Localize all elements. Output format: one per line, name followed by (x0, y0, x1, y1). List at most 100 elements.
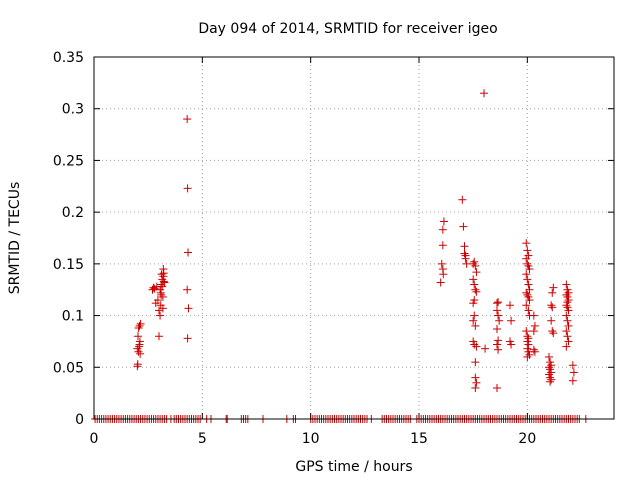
data-point (480, 89, 488, 98)
data-point (471, 285, 480, 294)
x-tick-label: 20 (518, 431, 536, 447)
data-point (149, 283, 158, 292)
data-point (548, 303, 557, 312)
data-point (524, 340, 533, 349)
data-point (493, 383, 501, 392)
data-point (523, 259, 532, 268)
data-point (563, 332, 572, 341)
data-point (563, 298, 572, 307)
data-point (494, 336, 503, 345)
data-point (524, 306, 533, 315)
data-point (437, 259, 446, 268)
data-point (481, 344, 490, 353)
data-point (529, 327, 538, 336)
data-point (460, 242, 469, 251)
y-tick-label: 0.1 (62, 309, 84, 325)
data-point (493, 325, 501, 334)
data-point (530, 347, 539, 356)
data-point (471, 383, 480, 392)
data-point (523, 290, 532, 299)
data-point (529, 345, 538, 354)
data-point (529, 311, 538, 320)
data-point (522, 327, 531, 336)
data-point (470, 280, 479, 289)
data-point (183, 334, 192, 343)
data-point (562, 290, 571, 299)
data-point (159, 277, 168, 286)
data-point (155, 306, 163, 315)
data-point (525, 265, 534, 274)
chart-title: Day 094 of 2014, SRMTID for receiver ige… (198, 21, 497, 37)
data-point (548, 327, 557, 336)
data-point (522, 239, 531, 248)
data-point (157, 270, 166, 279)
data-point (461, 251, 470, 260)
data-point (493, 340, 501, 349)
y-tick-label: 0.35 (53, 50, 84, 66)
data-point (493, 299, 501, 308)
data-point (458, 195, 467, 204)
x-axis-title: GPS time / hours (295, 459, 412, 475)
data-point (469, 275, 478, 284)
data-point (522, 254, 531, 263)
data-point (523, 352, 532, 361)
data-point (136, 349, 145, 358)
data-point (549, 329, 558, 338)
data-point (183, 184, 192, 193)
data-point (564, 296, 573, 305)
data-point (564, 306, 573, 315)
data-point (439, 270, 448, 279)
data-point (470, 257, 479, 266)
y-tick-label: 0.25 (53, 153, 84, 169)
data-point (436, 278, 445, 287)
data-point (569, 368, 578, 377)
data-point (472, 342, 481, 351)
data-point (549, 283, 558, 292)
y-tick-label: 0.15 (53, 257, 84, 273)
data-point (493, 306, 501, 315)
data-point (471, 261, 480, 270)
data-point (495, 316, 504, 325)
x-tick-label: 0 (90, 431, 99, 447)
data-point (547, 375, 556, 384)
x-tick-label: 15 (410, 431, 428, 447)
data-point (471, 358, 480, 367)
data-point (133, 344, 142, 353)
data-point (158, 292, 167, 301)
data-point (439, 217, 448, 226)
data-point (547, 301, 556, 310)
data-point (568, 361, 577, 370)
data-point (522, 270, 531, 279)
data-point (438, 225, 447, 234)
ticks-layer (93, 56, 614, 420)
data-point (184, 304, 193, 313)
data-point (471, 321, 480, 330)
data-point (183, 285, 192, 294)
data-point (160, 278, 169, 287)
data-point (523, 246, 532, 255)
data-point (135, 321, 144, 330)
data-point (545, 363, 553, 372)
data-point (156, 311, 165, 320)
grid-layer (94, 57, 614, 419)
y-axis-title: SRMTID / TECUs (7, 182, 23, 295)
data-point (438, 241, 447, 250)
data-point (494, 311, 503, 320)
data-point (562, 311, 571, 320)
data-point (563, 316, 572, 325)
data-point (470, 296, 479, 305)
x-tick-label: 10 (302, 431, 320, 447)
data-point (471, 373, 480, 382)
data-point (135, 337, 144, 346)
data-point (525, 296, 534, 305)
data-point (547, 316, 556, 325)
data-point (562, 342, 571, 351)
data-point (564, 321, 573, 330)
data-point (562, 327, 571, 336)
data-point (133, 332, 142, 341)
data-point (472, 268, 481, 277)
data-point (183, 115, 192, 124)
y-tick-label: 0.05 (53, 360, 84, 376)
